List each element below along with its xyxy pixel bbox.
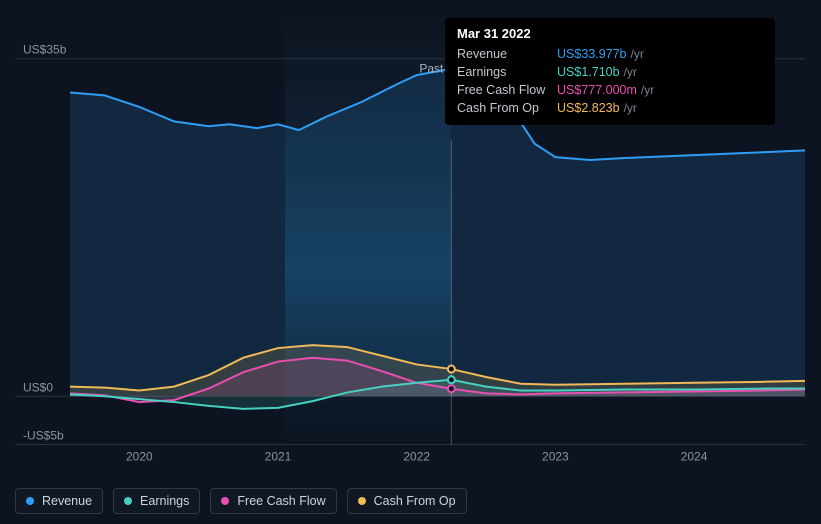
tooltip-unit: /yr xyxy=(631,45,644,63)
tooltip-value: US$1.710b xyxy=(557,63,620,81)
legend-label: Cash From Op xyxy=(374,494,456,508)
chart-legend: Revenue Earnings Free Cash Flow Cash From O… xyxy=(15,488,467,514)
x-axis-label: 2020 xyxy=(126,450,153,464)
x-axis-label: 2022 xyxy=(403,450,430,464)
tooltip-value: US$777.000m xyxy=(557,81,637,99)
tooltip-key: Cash From Op xyxy=(457,99,557,117)
marker-dot-small xyxy=(448,366,455,373)
legend-label: Earnings xyxy=(140,494,189,508)
tooltip-key: Free Cash Flow xyxy=(457,81,557,99)
tooltip-row: Free Cash FlowUS$777.000m/yr xyxy=(457,81,763,99)
legend-dot-icon xyxy=(358,497,366,505)
tooltip-value: US$2.823b xyxy=(557,99,620,117)
legend-dot-icon xyxy=(124,497,132,505)
legend-item-cash_from_op[interactable]: Cash From Op xyxy=(347,488,467,514)
tooltip-title: Mar 31 2022 xyxy=(457,26,763,41)
tooltip-row: EarningsUS$1.710b/yr xyxy=(457,63,763,81)
legend-label: Revenue xyxy=(42,494,92,508)
marker-dot-small xyxy=(448,385,455,392)
tooltip-row: RevenueUS$33.977b/yr xyxy=(457,45,763,63)
tooltip-row: Cash From OpUS$2.823b/yr xyxy=(457,99,763,117)
tooltip-unit: /yr xyxy=(624,63,637,81)
x-axis-label: 2024 xyxy=(681,450,708,464)
chart-tooltip: Mar 31 2022 RevenueUS$33.977b/yrEarnings… xyxy=(445,18,775,125)
legend-item-revenue[interactable]: Revenue xyxy=(15,488,103,514)
tooltip-unit: /yr xyxy=(624,99,637,117)
legend-item-earnings[interactable]: Earnings xyxy=(113,488,200,514)
tooltip-key: Revenue xyxy=(457,45,557,63)
y-axis-label: -US$5b xyxy=(23,429,64,443)
legend-label: Free Cash Flow xyxy=(237,494,325,508)
tooltip-unit: /yr xyxy=(641,81,654,99)
legend-dot-icon xyxy=(26,497,34,505)
legend-item-free_cash_flow[interactable]: Free Cash Flow xyxy=(210,488,336,514)
marker-dot-small xyxy=(448,376,455,383)
past-label: Past xyxy=(419,62,444,76)
tooltip-value: US$33.977b xyxy=(557,45,627,63)
tooltip-key: Earnings xyxy=(457,63,557,81)
x-axis-label: 2021 xyxy=(265,450,292,464)
x-axis-label: 2023 xyxy=(542,450,569,464)
y-axis-label: US$35b xyxy=(23,43,67,57)
legend-dot-icon xyxy=(221,497,229,505)
y-axis-label: US$0 xyxy=(23,380,53,394)
